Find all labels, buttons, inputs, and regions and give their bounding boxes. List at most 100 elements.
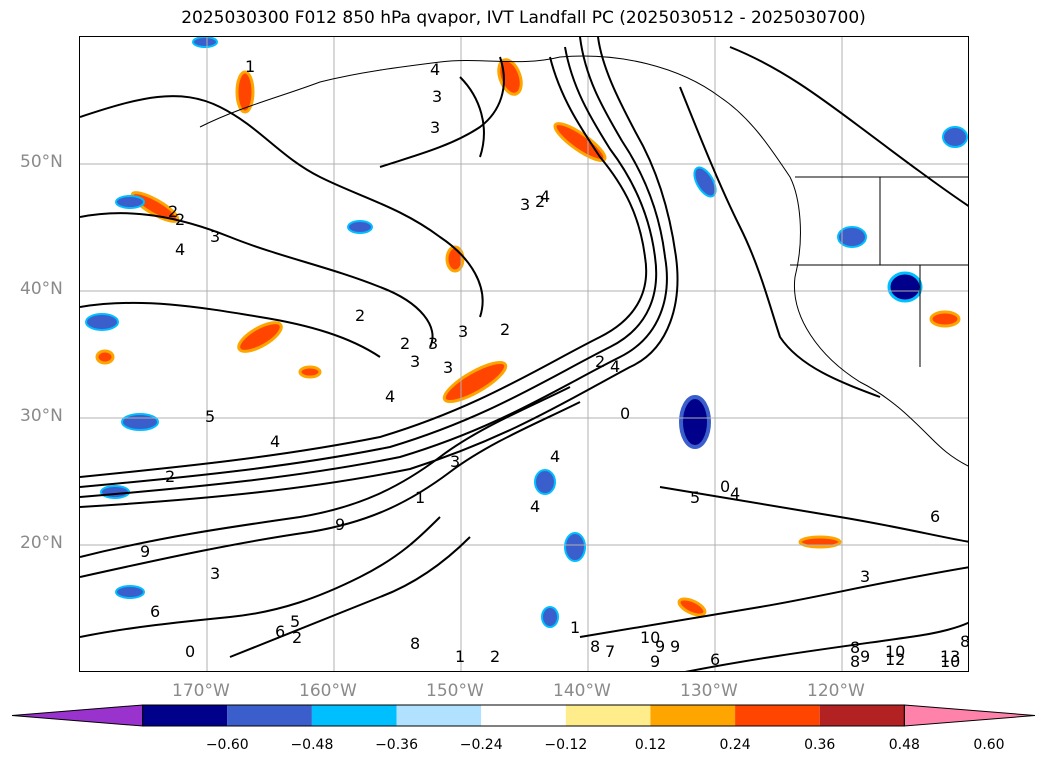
- colorbar-segment: [311, 705, 397, 726]
- blue-fill: [115, 195, 145, 209]
- orange-fill: [237, 321, 283, 353]
- contour-label: 10: [640, 628, 660, 647]
- contour-label: 6: [710, 650, 720, 669]
- contour-label: 4: [540, 187, 550, 206]
- contour-label: 0: [720, 477, 730, 496]
- colorbar-tick-label: 0.24: [719, 737, 751, 753]
- colorbar-tick-label: −0.12: [544, 737, 588, 753]
- contour-label: 4: [530, 497, 540, 516]
- contour-label: 9: [650, 652, 660, 671]
- ivt-contours: [80, 37, 968, 671]
- colorbar-segment: [650, 705, 736, 726]
- contour-label: 4: [550, 447, 560, 466]
- orange-fill: [235, 70, 255, 114]
- contour-label: 9: [140, 542, 150, 561]
- contour-label: 2: [500, 320, 510, 339]
- blue-fill: [679, 395, 711, 449]
- lat-label-30n: 30°N: [20, 406, 63, 426]
- contour-label: 2: [535, 192, 545, 211]
- orange-fill: [497, 58, 523, 96]
- contour-label: 3: [428, 334, 438, 353]
- orange-fill: [298, 365, 322, 379]
- colorbar-tick-label: 0.48: [888, 737, 920, 753]
- qvapor-fills: [85, 37, 968, 628]
- contour-label: 5: [690, 488, 700, 507]
- contour-label: 6: [275, 622, 285, 641]
- lon-label-160w: 160°W: [299, 681, 357, 701]
- contour-label: 10: [940, 652, 960, 671]
- blue-fill: [85, 313, 119, 331]
- contour-label: 7: [605, 642, 615, 661]
- contour-label: 1: [455, 647, 465, 666]
- colorbar-tick-label: −0.60: [205, 737, 249, 753]
- contour-label: 3: [210, 227, 220, 246]
- contour-label: 9: [860, 647, 870, 666]
- contour-label: 9: [670, 637, 680, 656]
- contour-label: 3: [520, 195, 530, 214]
- contour-label: 12: [885, 650, 905, 669]
- contour-label: 2: [175, 210, 185, 229]
- contour-label: 4: [270, 432, 280, 451]
- contour-label: 4: [730, 484, 740, 503]
- orange-fill: [553, 122, 607, 162]
- contour-label: 13: [940, 647, 960, 666]
- colorbar-segment: [481, 705, 566, 726]
- lon-label-130w: 130°W: [680, 681, 738, 701]
- contour-label: 3: [432, 87, 442, 106]
- contour-label: 0: [185, 642, 195, 661]
- contour-label: 2: [165, 467, 175, 486]
- contour-label: 10: [885, 642, 905, 661]
- contour-label: 5: [205, 407, 215, 426]
- orange-fill: [95, 349, 115, 365]
- colorbar-tick-label: 0.12: [634, 737, 667, 753]
- orange-fill: [677, 597, 707, 617]
- contour-label: 4: [610, 357, 620, 376]
- lat-label-50n: 50°N: [20, 152, 63, 172]
- colorbar-tick-label: −0.24: [459, 737, 503, 753]
- contour-label: 1: [570, 618, 580, 637]
- contour-label: 6: [930, 507, 940, 526]
- blue-fill: [115, 585, 145, 599]
- contour-label: 3: [860, 567, 870, 586]
- contour-label: 2: [490, 647, 500, 666]
- contour-label: 3: [410, 352, 420, 371]
- contour-label: 8: [850, 638, 860, 657]
- colorbar-segment: [227, 705, 312, 726]
- contour-label: 3: [450, 452, 460, 471]
- colorbar-segment: [819, 705, 905, 726]
- contour-label: 2: [595, 352, 605, 371]
- contour-label: 4: [385, 387, 395, 406]
- blue-fill: [121, 413, 159, 431]
- contour-label: 3: [210, 564, 220, 583]
- coastlines: [199, 55, 968, 467]
- colorbar-segment: [565, 705, 651, 726]
- contour-label: 8: [960, 632, 969, 651]
- colorbar-segment: [396, 705, 482, 726]
- contour-label: 1: [415, 488, 425, 507]
- orange-fill: [929, 310, 961, 328]
- contour-label: 8: [590, 637, 600, 656]
- contour-label: 2: [400, 334, 410, 353]
- contour-label: 3: [443, 358, 453, 377]
- blue-fill: [837, 226, 867, 248]
- lon-label-150w: 150°W: [426, 681, 484, 701]
- colorbar-segment: [735, 705, 820, 726]
- blue-fill: [887, 271, 923, 303]
- contour-label: 4: [175, 240, 185, 259]
- colorbar-segment: [142, 705, 228, 726]
- lat-label-20n: 20°N: [20, 533, 63, 553]
- contour-label: 3: [458, 322, 468, 341]
- contour-label: 4: [430, 60, 440, 79]
- orange-fill: [442, 360, 508, 404]
- blue-fill: [693, 166, 717, 198]
- blue-fill: [100, 485, 130, 499]
- blue-fill: [564, 532, 586, 562]
- colorbar-outline: [142, 704, 905, 727]
- blue-fill: [942, 126, 968, 148]
- blue-fill: [192, 37, 218, 48]
- colorbar: [11, 704, 1036, 727]
- map-title: 2025030300 F012 850 hPa qvapor, IVT Land…: [181, 8, 866, 28]
- colorbar-extend-low: [11, 704, 144, 727]
